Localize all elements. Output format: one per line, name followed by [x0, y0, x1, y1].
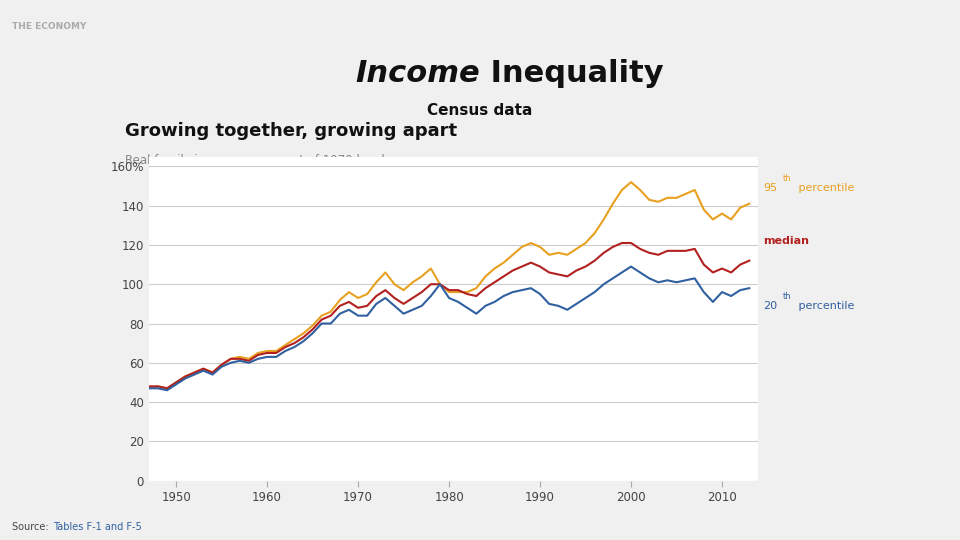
Text: Inequality: Inequality [480, 59, 663, 87]
Text: median: median [763, 236, 809, 246]
Text: Income: Income [355, 59, 480, 87]
Text: 20: 20 [763, 301, 778, 311]
Text: Real family income as percent of 1979 level: Real family income as percent of 1979 le… [125, 154, 385, 167]
Text: percentile: percentile [795, 183, 854, 193]
Text: th: th [782, 174, 791, 183]
Text: percentile: percentile [795, 301, 854, 311]
Text: Growing together, growing apart: Growing together, growing apart [125, 122, 457, 139]
Text: 95: 95 [763, 183, 778, 193]
Text: Source:: Source: [12, 522, 51, 531]
Text: THE ECONOMY: THE ECONOMY [12, 22, 85, 31]
Text: th: th [782, 292, 791, 301]
Text: Census data: Census data [427, 103, 533, 118]
Text: Tables F-1 and F-5: Tables F-1 and F-5 [53, 522, 141, 531]
